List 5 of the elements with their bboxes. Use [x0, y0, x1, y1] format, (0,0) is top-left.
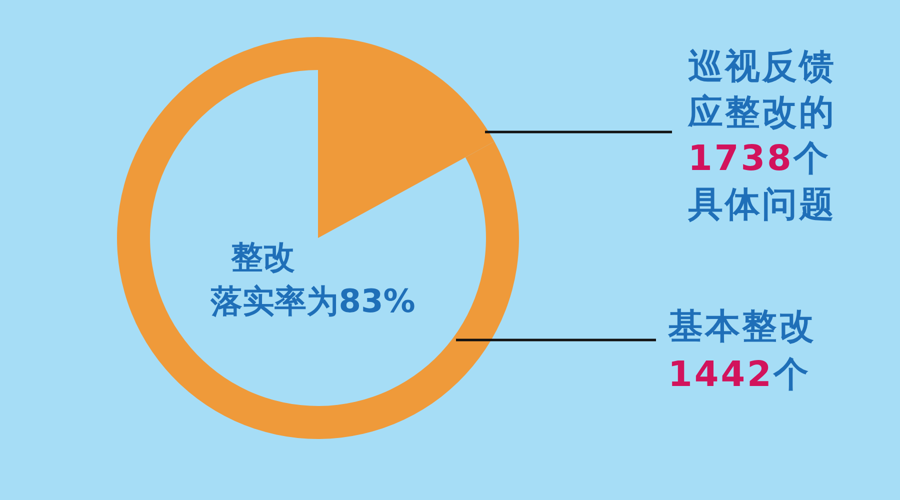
text: 整改 — [230, 238, 295, 276]
slice-label: 基本整改 — [667, 307, 816, 347]
data-label: 1442个 — [668, 355, 810, 395]
text: 巡视反馈应整改的1738个具体问题 — [688, 46, 837, 227]
text: 落实率为83% — [210, 282, 416, 320]
